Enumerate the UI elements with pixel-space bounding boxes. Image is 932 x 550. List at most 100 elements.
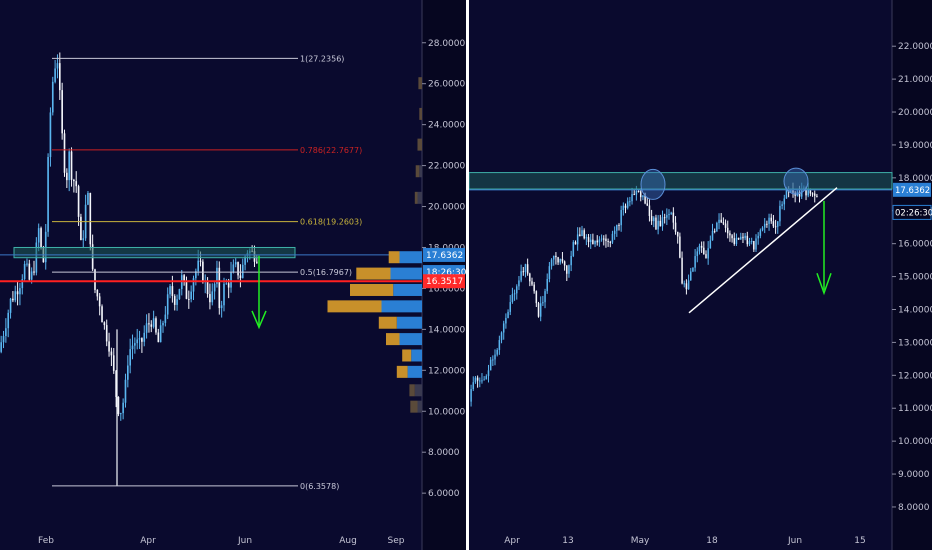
fib-label: 0.5(16.7967): [300, 268, 352, 277]
candle-body: [761, 227, 764, 231]
volume-profile-down: [415, 165, 420, 178]
candle-body: [779, 205, 781, 222]
y-tick-label: 15.0000: [898, 273, 932, 283]
fib-label: 1(27.2356): [300, 54, 344, 63]
candle-body: [611, 233, 614, 243]
candle-body: [753, 241, 755, 250]
candle-body: [63, 133, 66, 173]
candle-body: [596, 240, 598, 243]
x-tick-label: 15: [854, 536, 865, 546]
candle-body: [759, 230, 762, 236]
candle-body: [479, 380, 481, 382]
candle-body: [529, 273, 531, 282]
candle-body: [707, 248, 709, 259]
candle-body: [748, 241, 751, 245]
candle-body: [127, 365, 129, 380]
x-tick-label: Feb: [38, 536, 54, 546]
candle-body: [592, 239, 594, 245]
candle-body: [618, 224, 620, 226]
y-tick-label: 21.0000: [898, 75, 932, 85]
candle-body: [539, 303, 542, 317]
y-tick-label: 14.0000: [898, 305, 932, 315]
candle-body: [94, 269, 96, 290]
candle-body: [176, 299, 178, 305]
volume-profile-up: [407, 365, 422, 378]
candle-body: [622, 205, 625, 210]
candle-body: [709, 240, 712, 249]
volume-profile-down: [410, 400, 418, 413]
x-tick-label: Apr: [140, 536, 156, 546]
candle-body: [800, 189, 803, 197]
candle-body: [122, 402, 124, 414]
candle-body: [197, 260, 200, 272]
candle-body: [768, 217, 770, 224]
candle-body: [533, 284, 535, 292]
y-tick-label: 12.0000: [898, 371, 932, 381]
candle-body: [195, 271, 197, 279]
candle-body: [489, 359, 492, 371]
candle-body: [68, 151, 71, 181]
candle-body: [770, 217, 772, 222]
candle-body: [134, 343, 136, 346]
candle-body: [77, 186, 80, 217]
candle-body: [635, 190, 638, 195]
candle-body: [40, 228, 42, 247]
candle-body: [171, 286, 174, 297]
resistance-zone: [468, 172, 893, 190]
candle-body: [522, 271, 525, 273]
x-tick-label: Sep: [388, 536, 405, 546]
candle-body: [47, 157, 49, 232]
volume-profile-up: [417, 400, 422, 413]
volume-profile-up: [419, 165, 422, 178]
volume-profile-down: [388, 251, 400, 264]
candle-body: [138, 338, 141, 340]
candle-body: [816, 195, 818, 197]
candle-body: [23, 263, 26, 280]
candle-body: [703, 247, 705, 255]
volume-profile-down: [350, 283, 394, 296]
fib-label: 0.618(19.2603): [300, 218, 362, 227]
candle-body: [150, 324, 153, 327]
candle-body: [520, 271, 522, 281]
candle-body: [639, 191, 642, 198]
candle-body: [103, 322, 106, 326]
candle-body: [230, 272, 232, 288]
volume-profile-up: [390, 267, 422, 280]
candle-body: [594, 240, 596, 245]
candle-body: [663, 217, 666, 219]
y-tick-label: 28.0000: [428, 39, 465, 49]
right-chart[interactable]: 8.0000 9.0000 10.0000 11.0000 12.0000 13.0000…: [468, 0, 932, 550]
candle-body: [733, 238, 736, 244]
candle-body: [546, 278, 548, 292]
candle-body: [474, 377, 477, 383]
candle-body: [637, 190, 640, 192]
candle-body: [609, 241, 612, 243]
x-tick-label: 18: [706, 536, 718, 546]
pane-divider[interactable]: [466, 0, 469, 550]
candle-body: [227, 283, 230, 288]
left-chart[interactable]: 6.0000 8.0000 10.0000 12.0000 14.0000 16.0000…: [0, 0, 467, 550]
candle-body: [481, 380, 483, 382]
candle-body: [148, 323, 150, 325]
candle-body: [790, 189, 792, 193]
candle-body: [531, 281, 533, 285]
candle-body: [21, 279, 24, 289]
candle-body: [169, 286, 171, 295]
candle-body: [672, 212, 675, 223]
candle-body: [166, 294, 169, 315]
candle-body: [692, 267, 694, 272]
candle-body: [101, 306, 103, 323]
price-tag: [423, 274, 465, 289]
volume-profile-down: [378, 316, 397, 329]
candle-body: [487, 370, 490, 377]
candle-body: [112, 355, 115, 371]
candle-body: [755, 238, 757, 250]
candle-body: [526, 264, 529, 274]
candle-body: [631, 194, 633, 202]
candle-body: [716, 222, 718, 232]
candle-body: [56, 63, 59, 69]
candle-body: [650, 216, 653, 222]
candle-body: [30, 271, 33, 280]
candle-body: [581, 230, 583, 237]
